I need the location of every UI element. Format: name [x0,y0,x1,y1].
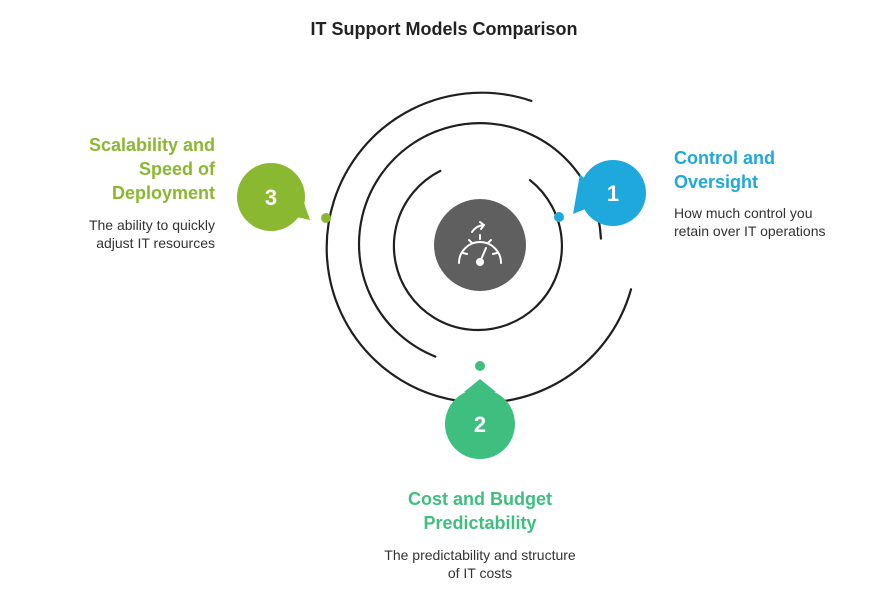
middle-ring-arc [357,122,602,358]
item-3-heading: Scalability and Speed of Deployment [88,135,215,203]
outer-ring-arc [325,91,633,404]
badge-1: 1 [573,160,646,226]
badge-1-number: 1 [607,181,619,206]
item-3-description: The ability to quickly adjust IT resourc… [88,217,215,251]
inner-ring-arc [392,169,564,332]
connector-dot-3 [321,213,331,223]
item-1-description: How much control you retain over IT oper… [674,205,826,239]
badge-3: 3 [237,163,310,231]
center-hub [434,199,526,291]
badge-2: 2 [445,379,515,459]
item-2-description: The predictability and structure of IT c… [384,547,576,581]
badge-3-number: 3 [265,185,277,210]
connector-dot-2 [475,361,485,371]
diagram-title: IT Support Models Comparison [310,19,578,39]
item-2-heading: Cost and Budget Predictability [408,489,552,533]
connector-dot-1 [554,212,564,222]
item-1-heading: Control and Oversight [674,148,775,192]
speedometer-icon [458,221,502,266]
badge-2-number: 2 [474,412,486,437]
